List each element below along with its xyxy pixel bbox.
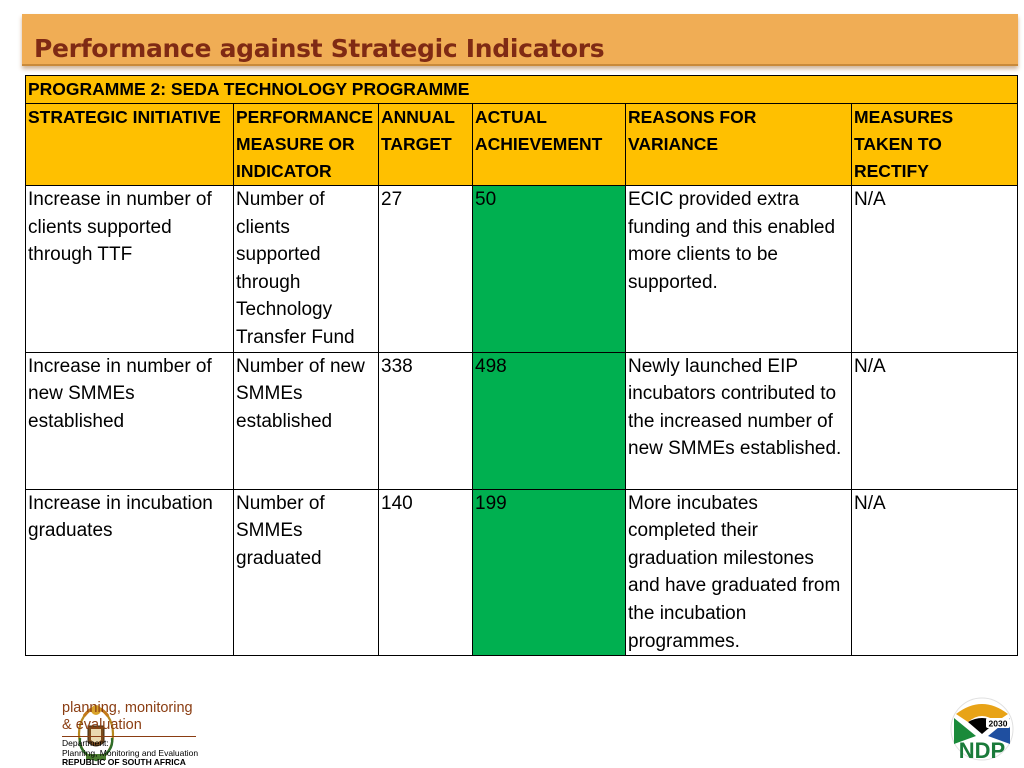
cell-initiative: Increase in incubation graduates <box>25 488 234 657</box>
header-actual-achievement: ACTUAL ACHIEVEMENT <box>472 103 626 186</box>
ndp-year: 2030 <box>989 719 1008 729</box>
cell-rectify: N/A <box>850 488 1019 657</box>
cell-measure: Number of new SMMEs established <box>233 351 379 490</box>
header-annual-target: ANNUAL TARGET <box>378 103 473 186</box>
cell-actual: 50 <box>472 185 626 353</box>
header-strategic-initiative: STRATEGIC INITIATIVE <box>25 103 234 186</box>
table-row: Increase in number of new SMMEs establis… <box>25 351 1019 490</box>
cell-actual: 498 <box>472 351 626 490</box>
cell-initiative: Increase in number of new SMMEs establis… <box>25 351 234 490</box>
org-name-line2: & evaluation <box>62 717 142 733</box>
cell-actual: 199 <box>472 488 626 657</box>
page-title: Performance against Strategic Indicators <box>34 34 605 63</box>
dept-label: Department: <box>62 738 109 748</box>
header-reasons-for-variance: REASONS FOR VARIANCE <box>625 103 852 186</box>
ndp-text: NDP <box>959 738 1005 763</box>
header-measures-taken: MEASURES TAKEN TO RECTIFY <box>850 103 1019 186</box>
table-row: Increase in number of clients supported … <box>25 185 1019 353</box>
programme-row: PROGRAMME 2: SEDA TECHNOLOGY PROGRAMME <box>24 75 1019 104</box>
programme-title: PROGRAMME 2: SEDA TECHNOLOGY PROGRAMME <box>24 75 1019 104</box>
cell-measure: Number of clients supported through Tech… <box>233 185 379 353</box>
org-name-line1: planning, monitoring <box>62 700 193 716</box>
header-performance-measure: PERFORMANCE MEASURE OR INDICATOR <box>233 103 379 186</box>
cell-measure: Number of SMMEs graduated <box>233 488 379 657</box>
ndp-logo-icon: 2030 NDP <box>950 697 1014 763</box>
cell-rectify: N/A <box>850 185 1019 353</box>
performance-table: PROGRAMME 2: SEDA TECHNOLOGY PROGRAMME S… <box>24 75 1019 657</box>
cell-reason: Newly launched EIP incubators contribute… <box>625 351 852 490</box>
cell-target: 140 <box>378 488 473 657</box>
cell-initiative: Increase in number of clients supported … <box>25 185 234 353</box>
dept-name: Planning, Monitoring and Evaluation <box>62 747 199 758</box>
table-row: Increase in incubation graduates Number … <box>25 488 1019 657</box>
title-bar: Performance against Strategic Indicators <box>22 14 1018 66</box>
cell-reason: More incubates completed their graduatio… <box>625 488 852 657</box>
divider <box>62 736 196 737</box>
cell-reason: ECIC provided extra funding and this ena… <box>625 185 852 353</box>
department-block: planning, monitoring & evaluation Depart… <box>62 700 198 768</box>
cell-rectify: N/A <box>850 351 1019 490</box>
country-name: REPUBLIC OF SOUTH AFRICA <box>62 757 186 767</box>
header-row: STRATEGIC INITIATIVE PERFORMANCE MEASURE… <box>25 103 1019 186</box>
cell-target: 338 <box>378 351 473 490</box>
cell-target: 27 <box>378 185 473 353</box>
